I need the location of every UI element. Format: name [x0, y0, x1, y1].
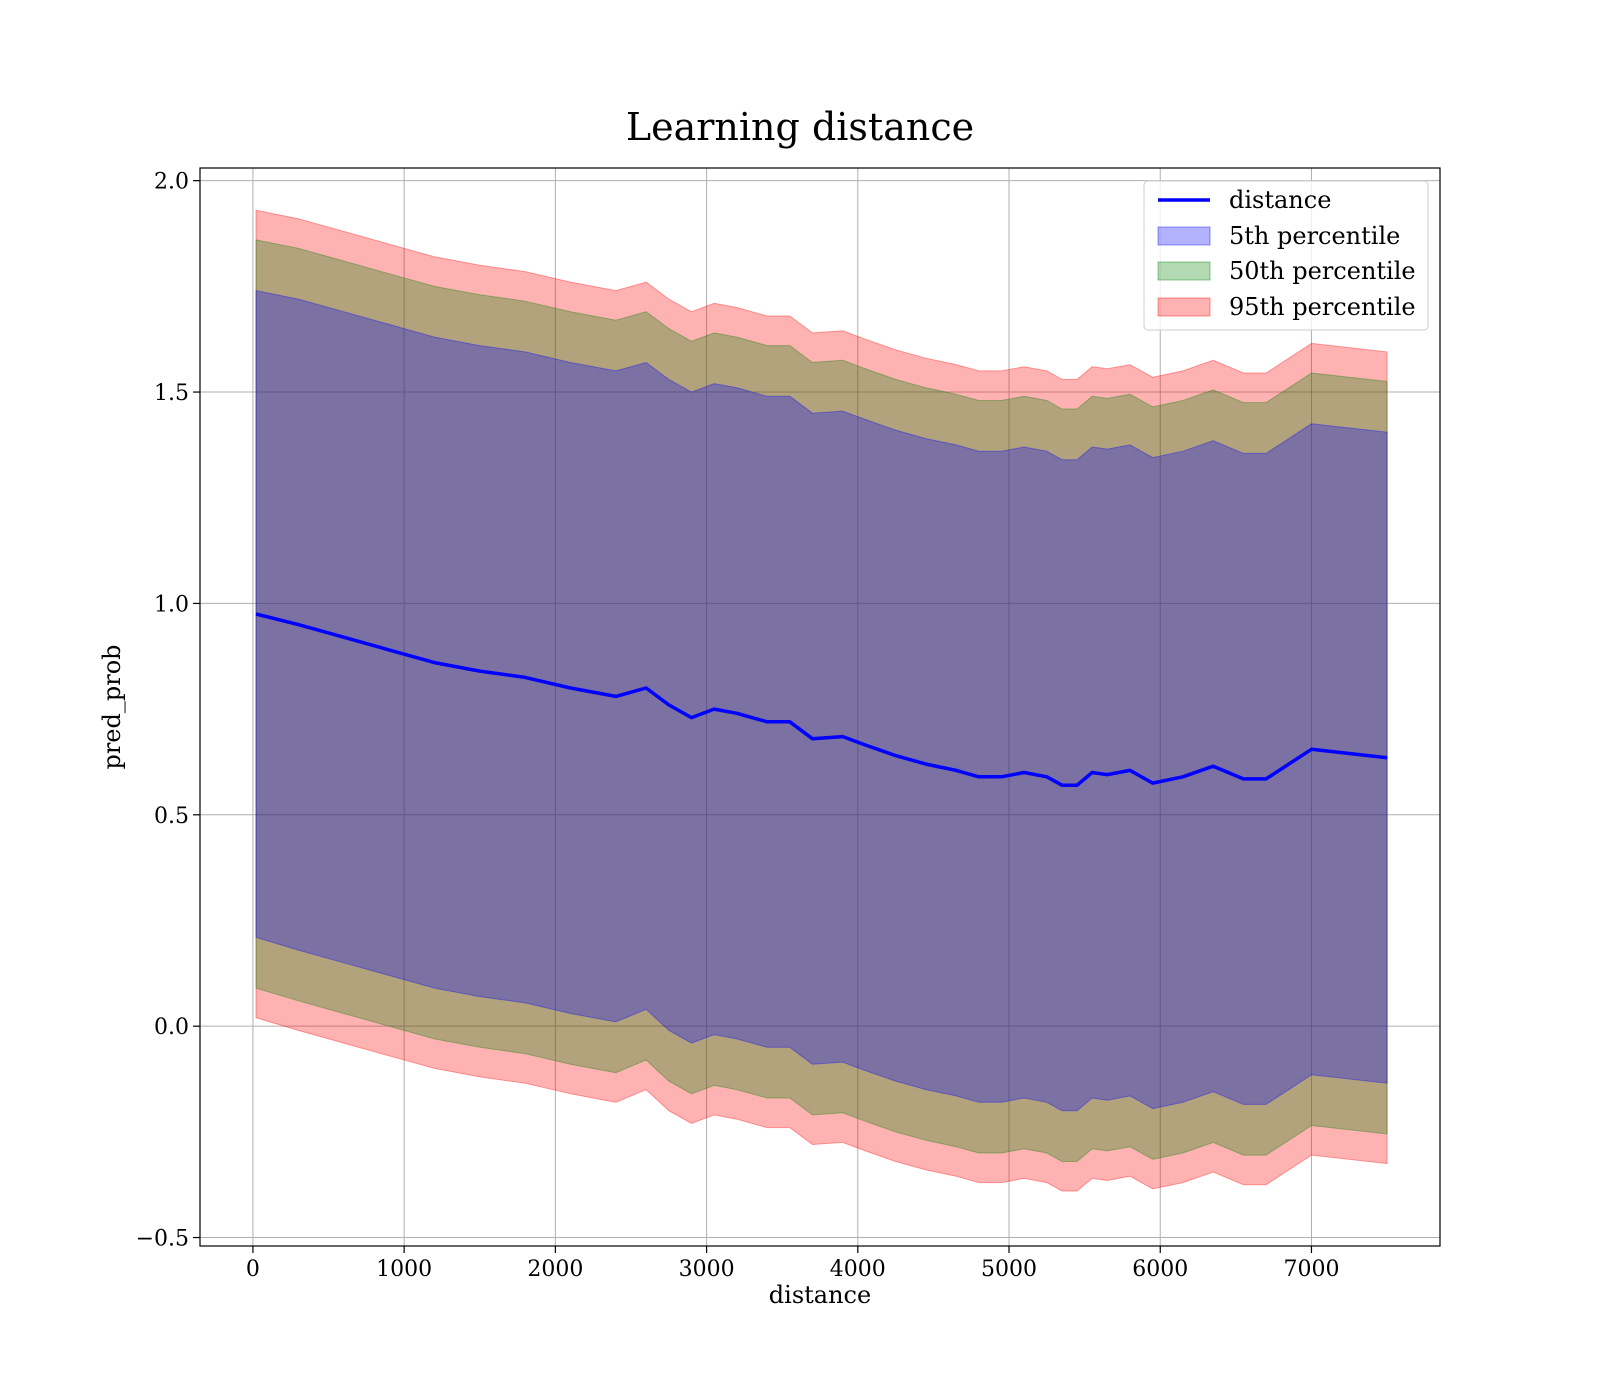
band-95th-percentile [255, 209, 1388, 1192]
x-tick-label: 0 [246, 1257, 260, 1282]
y-tick-label: 0.5 [154, 804, 189, 829]
x-tick-label: 3000 [679, 1257, 735, 1282]
legend-swatch-95th-percentile [1157, 297, 1211, 317]
x-tick-label: 1000 [376, 1257, 432, 1282]
y-tick-label: 1.0 [154, 592, 189, 617]
band-50th-percentile [255, 239, 1388, 1162]
legend-label: 95th percentile [1229, 293, 1416, 321]
legend-label: 50th percentile [1229, 257, 1416, 285]
legend-label: distance [1229, 186, 1331, 214]
plot-frame [199, 167, 1441, 1247]
axis-ticks: 0 1000 2000 3000 4000 5000 6000 7000 −0.5 0.0 0.5 1… [136, 170, 1340, 1282]
x-tick-label: 5000 [981, 1257, 1037, 1282]
legend-label: 5th percentile [1229, 222, 1400, 250]
legend-swatch-5th-percentile [1157, 226, 1211, 246]
legend: distance 5th percentile 50th percentile 95t… [1143, 180, 1429, 331]
grid [200, 168, 1440, 1246]
y-tick-label: 0.0 [154, 1015, 189, 1040]
plot-area [200, 168, 1440, 1246]
x-tick-label: 2000 [527, 1257, 583, 1282]
x-tick-label: 4000 [830, 1257, 886, 1282]
x-tick-label: 7000 [1283, 1257, 1339, 1282]
x-axis-label: distance [769, 1281, 871, 1309]
percentile-bands [255, 209, 1388, 1192]
chart-title: Learning distance [626, 105, 974, 149]
line-distance [255, 612, 1388, 787]
x-tick-label: 6000 [1132, 1257, 1188, 1282]
y-tick-label: 2.0 [154, 170, 189, 195]
band-5th-percentile [255, 289, 1388, 1112]
legend-swatch-50th-percentile [1157, 261, 1211, 281]
distance-line-layer [255, 612, 1388, 787]
y-tick-label: −0.5 [136, 1227, 189, 1252]
legend-box [1143, 180, 1429, 331]
y-tick-label: 1.5 [154, 381, 189, 406]
y-axis-label: pred_prob [98, 644, 126, 769]
